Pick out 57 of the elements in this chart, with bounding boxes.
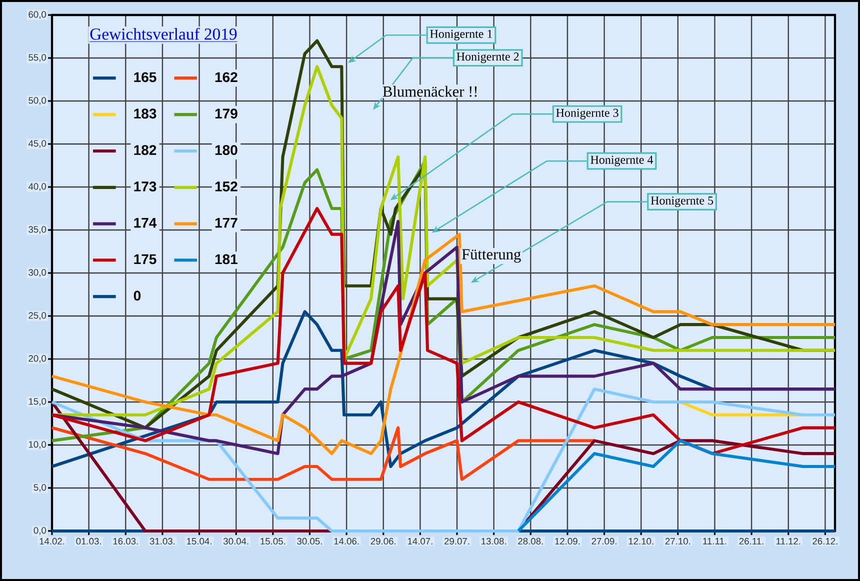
legend-label: 162 <box>215 72 238 82</box>
legend-label: 174 <box>134 218 157 228</box>
x-tick-label: 30.05. <box>297 538 322 545</box>
x-tick-label: 29.06. <box>370 538 396 545</box>
x-tick-label: 15.04. <box>187 538 212 545</box>
legend-label: 182 <box>134 145 156 156</box>
legend-label: 165 <box>134 72 156 82</box>
x-tick-label: 15.05. <box>260 538 286 545</box>
y-tick-label: 0,0 <box>34 527 46 535</box>
x-tick-label: 29.07. <box>444 538 470 545</box>
annotation: Honigernte 5 <box>650 196 714 208</box>
x-tick-label: 01.03. <box>76 538 101 545</box>
line-series <box>516 439 837 533</box>
x-tick-label: 11.11. <box>703 538 726 544</box>
y-tick-label: 20,0 <box>28 355 46 363</box>
x-tick-label: 27.10. <box>665 538 690 545</box>
legend-label: 175 <box>134 254 156 264</box>
legend-label: 152 <box>215 182 238 192</box>
x-tick-label: 28.08. <box>518 538 543 545</box>
x-tick-label: 12.10. <box>628 538 654 545</box>
x-tick-label: 12.09. <box>555 538 580 545</box>
y-tick-label: 25,0 <box>28 312 46 320</box>
legend-label: 0 <box>134 290 141 301</box>
x-tick-label: 14.02. <box>40 538 64 545</box>
y-tick-label: 60,0 <box>28 11 46 19</box>
x-tick-label: 30.04. <box>223 538 248 545</box>
x-tick-label: 31.03. <box>150 538 175 545</box>
y-tick-label: 50,0 <box>28 97 46 105</box>
annotation: Honigernte 3 <box>556 108 618 120</box>
x-tick-label: 26.11. <box>739 538 764 545</box>
y-tick-label: 45,0 <box>28 140 46 148</box>
legend-label: 177 <box>215 218 238 228</box>
legend-label: 180 <box>215 145 238 156</box>
y-tick-label: 30,0 <box>28 269 46 277</box>
text: Gewichtsverlauf 2019 <box>90 28 237 40</box>
annotation: Fütterung <box>462 249 521 263</box>
x-tick-label: 14.07. <box>408 538 432 545</box>
y-tick-label: 15,0 <box>28 398 46 406</box>
x-tick-label: 14.06. <box>334 538 359 545</box>
x-tick-label: 26.12. <box>812 538 838 545</box>
x-tick-label: 13.08. <box>482 538 506 545</box>
y-tick-label: 35,0 <box>28 226 46 234</box>
legend-label: 181 <box>215 254 238 264</box>
x-tick-label: 27.09. <box>592 538 616 545</box>
legend-label: 179 <box>215 108 238 119</box>
legend-label: 173 <box>134 182 156 192</box>
y-tick-label: 5,0 <box>34 484 46 492</box>
annotation: Honigernte 1 <box>430 30 492 40</box>
annotation: Honigernte 2 <box>456 52 519 64</box>
legend-label: 183 <box>134 108 156 119</box>
y-tick-label: 10,0 <box>28 441 46 449</box>
x-tick-label: 16.03. <box>113 538 138 545</box>
y-tick-label: 40,0 <box>28 183 46 191</box>
annotation: Honigernte 4 <box>590 156 654 166</box>
x-tick-label: 11.12. <box>776 538 800 544</box>
annotation: Blumenäcker !! <box>382 86 477 97</box>
y-tick-label: 55,0 <box>28 54 46 62</box>
